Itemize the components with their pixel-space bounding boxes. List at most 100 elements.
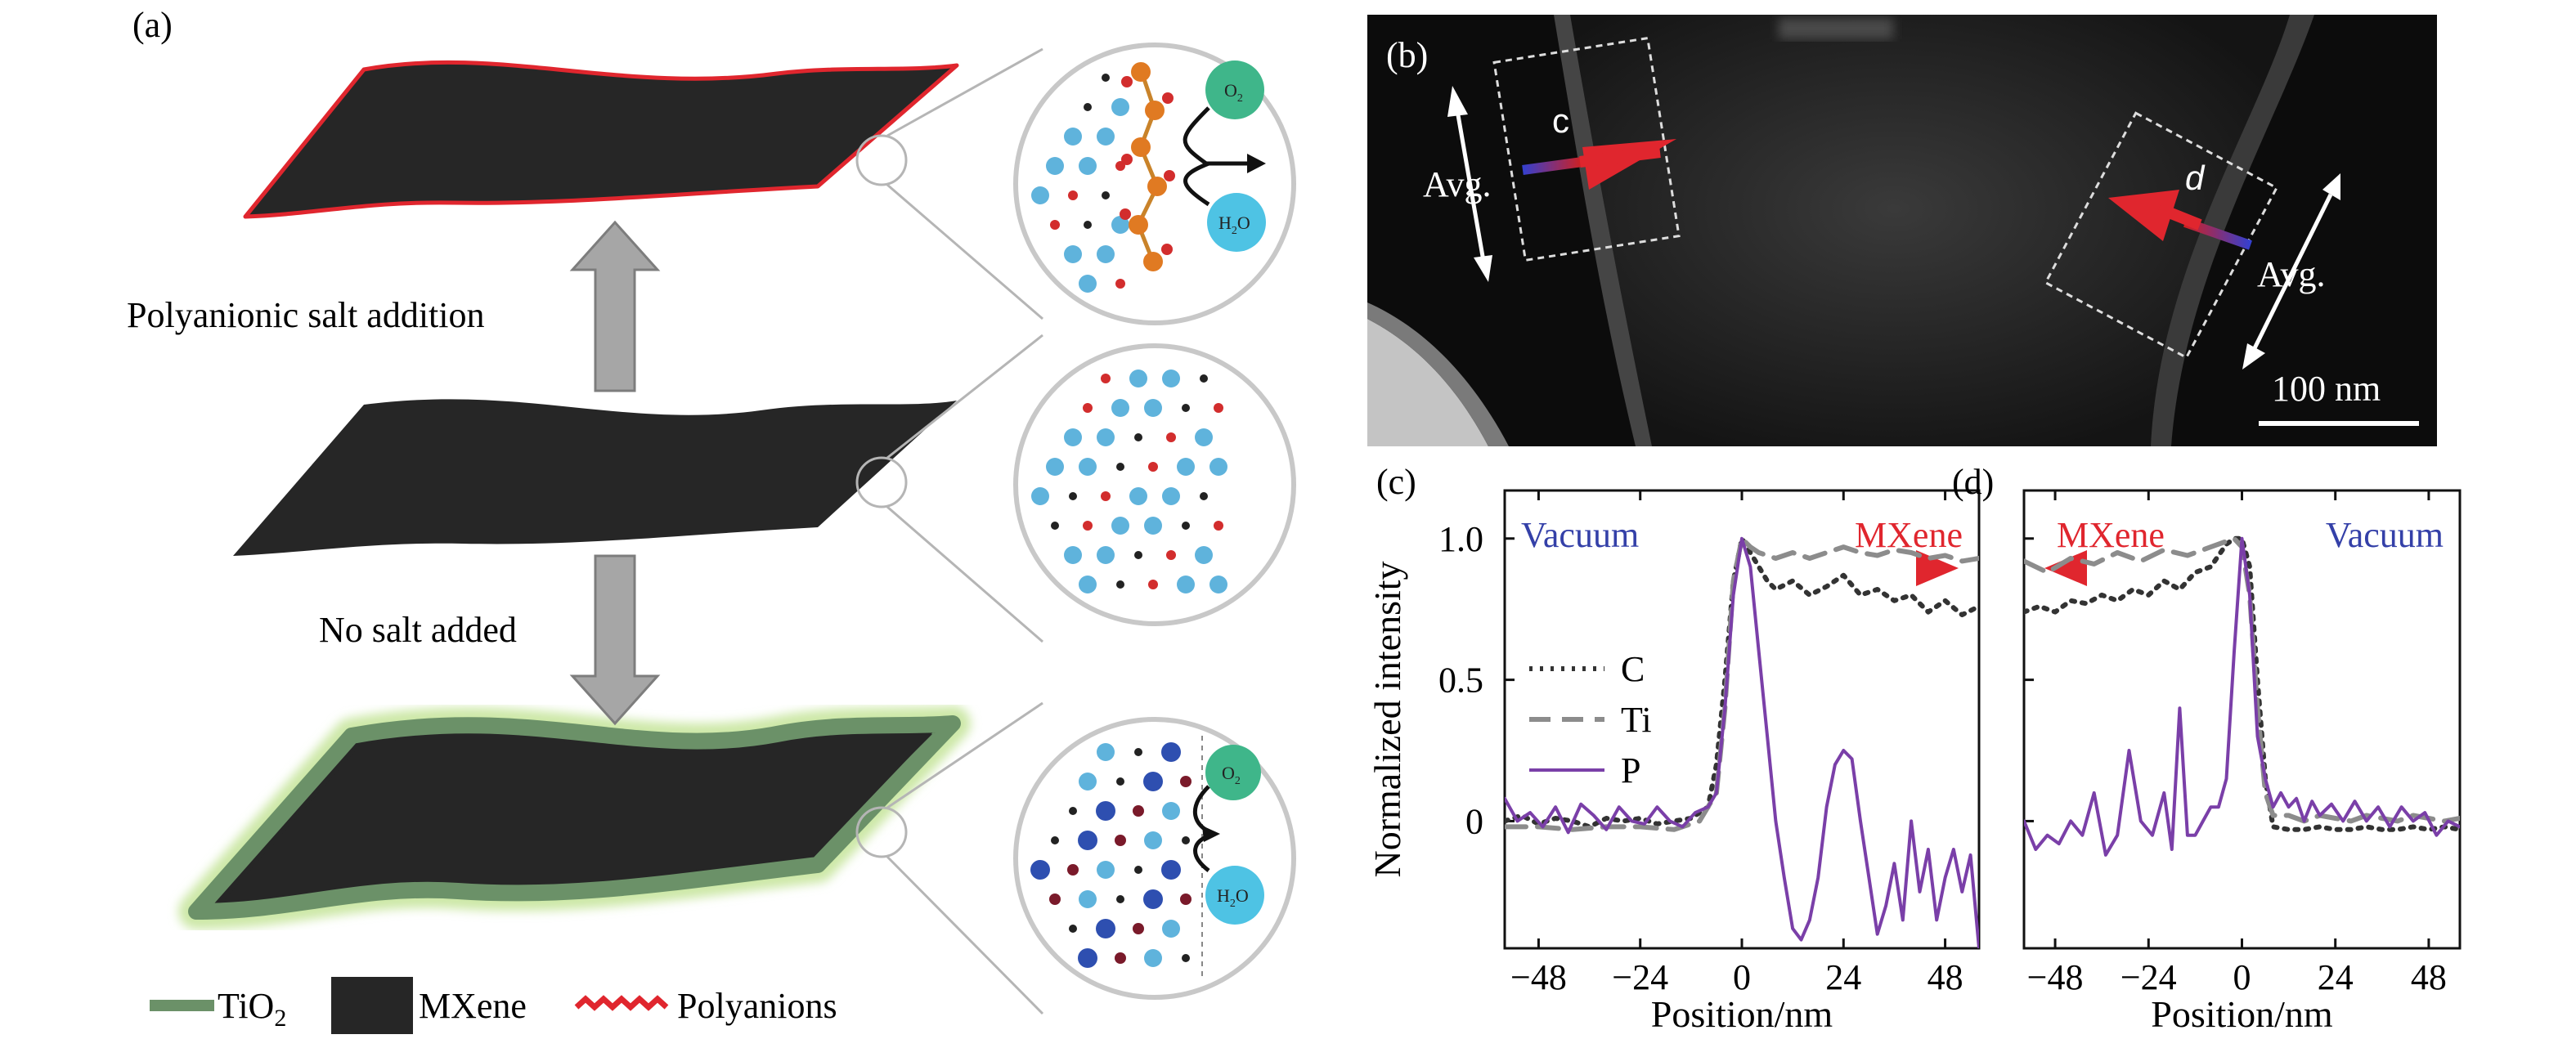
legend-mxene-swatch (331, 977, 413, 1034)
lattice-atom (1182, 404, 1190, 412)
lattice-atom (1064, 546, 1082, 564)
double-arrow-down-icon (569, 554, 661, 726)
stem-substrate-bright (1367, 319, 1488, 446)
lattice-atom (1030, 860, 1050, 880)
o2-molecule-icon-2 (1205, 745, 1261, 800)
lattice-atom (1111, 98, 1129, 116)
lattice-atom (1079, 275, 1097, 293)
lattice-atom (1195, 428, 1213, 446)
lattice-atom (1046, 458, 1064, 476)
h2o-molecule-icon (1207, 193, 1266, 252)
lattice-atom (1144, 949, 1162, 967)
stem-flake-body (1570, 15, 2290, 446)
lattice-atom (1134, 748, 1142, 756)
lattice-atom (1111, 216, 1129, 234)
h2o-subscript: 2 (1232, 225, 1237, 237)
lattice-atom (1180, 894, 1192, 905)
lattice-atom (1069, 807, 1077, 815)
panel-a: (a) Polyanionic salt addition No salt ad… (127, 5, 1296, 1034)
lattice-atom (1166, 550, 1176, 560)
lattice-atom (1162, 920, 1180, 938)
lattice-atom (1116, 580, 1124, 589)
lattice-atom (1101, 374, 1111, 383)
lattice-atom (1079, 890, 1097, 908)
h2o-h-label: H (1218, 213, 1232, 233)
lattice-atom (1079, 458, 1097, 476)
marker-c: c (1552, 101, 1569, 140)
lattice-atom (1129, 487, 1147, 505)
series-line-ti (1505, 535, 1979, 832)
svg-text:O2: O2 (1224, 80, 1243, 105)
lattice-atom (1079, 773, 1097, 791)
lattice-atom (1064, 128, 1082, 146)
lattice-atom (1116, 463, 1124, 471)
lattice-atom (1161, 860, 1181, 880)
svg-text:H2O: H2O (1218, 213, 1250, 237)
lattice-atom (1115, 279, 1125, 289)
lattice-atom (1209, 576, 1227, 593)
lattice-atom (1162, 802, 1180, 820)
svg-text:TiO2: TiO2 (218, 986, 286, 1032)
series-line-ti (2024, 535, 2460, 824)
h2o-h-label-2: H (1217, 885, 1230, 906)
lattice-atom (1084, 221, 1092, 229)
lattice-atom (1180, 776, 1192, 787)
chart-d: (d) −48 −24 0 24 48 Position/nm MXene Vacuum (1952, 462, 2462, 1035)
no-salt-label: No salt added (319, 610, 517, 650)
avg-box-left (1492, 36, 1681, 262)
zoom-bubble-polyanions: O2 H2O (1013, 43, 1296, 325)
polyanion-chain (1120, 62, 1175, 271)
legend-polyanions-swatch (574, 995, 669, 1011)
lattice-atom (1195, 546, 1213, 564)
x-tick-label: −48 (2027, 957, 2084, 997)
x-tick-label: −48 (1510, 957, 1567, 997)
lattice-atom (1115, 161, 1125, 171)
lattice-atom (1051, 836, 1059, 844)
lattice-atom (1079, 157, 1097, 175)
lattice-atom (1209, 458, 1227, 476)
direction-arrow-head-icon (2044, 550, 2087, 586)
lattice-atom (1182, 954, 1190, 962)
h2o-subscript-2: 2 (1230, 898, 1236, 910)
lattice-atom (1129, 370, 1147, 387)
panel-label: (d) (1952, 462, 1994, 502)
x-axis-label: Position/nm (2151, 993, 2333, 1035)
x-tick-label: 48 (2411, 957, 2447, 997)
lattice-atom (1115, 952, 1126, 964)
mxene-sheet-oxidized (225, 734, 932, 899)
legend-tio2-sub: 2 (274, 1005, 286, 1032)
legend-label-ti: Ti (1621, 700, 1652, 740)
lattice-atom (1143, 772, 1163, 791)
lattice-atom (1084, 103, 1092, 111)
direction-arrow-head-icon (1916, 550, 1959, 586)
lattice-atom (1182, 836, 1190, 844)
lattice-atom (1116, 895, 1124, 903)
lattice-atom (1097, 128, 1115, 146)
lattice-atom (1115, 835, 1126, 846)
lattice-atom (1031, 487, 1049, 505)
x-tick-label: 48 (1928, 957, 1963, 997)
direction-label-right: Vacuum (2326, 515, 2444, 555)
lattice-atom (1134, 866, 1142, 874)
o2-label: O (1224, 80, 1237, 101)
o2-subscript: 2 (1237, 92, 1243, 105)
lattice-atom (1102, 191, 1110, 199)
lattice-atom (1097, 861, 1115, 879)
lattice-atom (1083, 521, 1093, 531)
avg-arrow-left-icon (1447, 86, 1492, 282)
x-tick-label: −24 (2120, 957, 2177, 997)
stem-flake-edge-left (1554, 15, 1652, 446)
lattice-atom (1214, 403, 1223, 413)
direction-label-left: MXene (2057, 515, 2165, 555)
lattice-atom (1051, 522, 1059, 530)
lattice-atom (1148, 580, 1158, 589)
o2-subscript-2: 2 (1235, 775, 1241, 787)
panel-b-label: (b) (1386, 35, 1428, 75)
lattice-atom (1049, 894, 1061, 905)
lattice-atom (1161, 742, 1181, 762)
panel-a-legend: TiO2 MXene Polyanions (150, 977, 837, 1034)
y-axis-label: Normalized intensity (1367, 561, 1408, 877)
polyanionic-salt-label: Polyanionic salt addition (127, 295, 485, 335)
x-tick-label: 24 (2318, 957, 2354, 997)
double-arrow-up-icon (569, 220, 661, 392)
